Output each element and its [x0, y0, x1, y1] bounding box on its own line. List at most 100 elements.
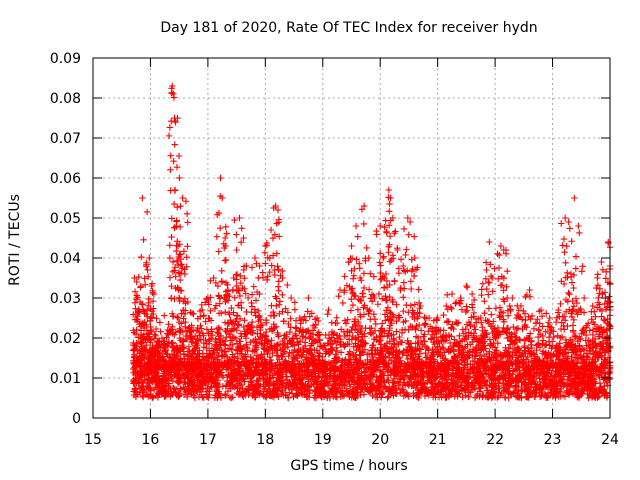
data-point — [354, 374, 361, 381]
data-point — [242, 388, 249, 396]
data-point — [525, 394, 532, 401]
data-point — [463, 303, 470, 310]
data-point — [419, 341, 426, 348]
data-point — [276, 384, 283, 391]
data-point — [511, 329, 519, 337]
data-point — [157, 328, 164, 335]
data-point — [253, 352, 261, 359]
data-point — [266, 353, 274, 361]
data-point — [323, 348, 330, 355]
data-point — [601, 382, 608, 390]
data-point — [371, 335, 378, 343]
data-point — [486, 336, 494, 343]
data-point — [233, 389, 241, 397]
data-point — [561, 370, 569, 377]
data-point — [358, 324, 366, 332]
data-point — [229, 351, 236, 358]
data-point — [152, 325, 160, 333]
data-point — [494, 394, 501, 401]
data-point — [510, 323, 517, 331]
data-point — [331, 377, 339, 384]
data-point — [302, 334, 309, 341]
data-point — [521, 344, 528, 351]
data-point — [209, 331, 216, 339]
data-point — [228, 337, 235, 344]
data-point — [309, 371, 316, 379]
data-point — [328, 346, 335, 353]
data-point — [426, 377, 434, 385]
data-point — [571, 354, 579, 362]
data-point — [530, 378, 537, 385]
data-point — [571, 372, 578, 379]
data-point — [281, 384, 289, 392]
data-point — [533, 366, 540, 373]
data-point — [288, 390, 296, 397]
data-point — [384, 333, 391, 340]
data-point — [400, 374, 407, 382]
data-point — [542, 328, 549, 335]
data-point — [415, 379, 422, 386]
data-point — [403, 389, 410, 397]
data-point — [275, 333, 282, 340]
data-point — [188, 310, 196, 317]
data-point — [490, 339, 497, 347]
data-point — [251, 394, 259, 401]
data-point — [183, 393, 191, 401]
data-point — [516, 337, 524, 344]
data-point — [228, 394, 235, 402]
data-point — [502, 347, 509, 354]
data-point — [131, 364, 138, 371]
data-point — [446, 361, 453, 368]
data-point — [296, 375, 303, 383]
data-point — [453, 320, 461, 327]
data-point — [259, 391, 267, 399]
data-point — [580, 358, 587, 366]
data-point — [527, 341, 535, 348]
data-point — [472, 352, 479, 360]
data-point — [426, 389, 434, 396]
data-point — [310, 368, 317, 376]
data-point — [381, 379, 388, 386]
data-point — [274, 352, 282, 359]
data-point — [376, 390, 383, 397]
data-point — [227, 377, 235, 384]
data-point — [332, 351, 339, 358]
data-point — [536, 378, 544, 386]
data-point — [514, 324, 522, 332]
data-point — [512, 384, 519, 392]
data-point — [254, 377, 261, 384]
data-point — [389, 379, 396, 386]
data-point — [277, 346, 285, 354]
data-point — [571, 390, 579, 397]
data-point — [435, 380, 442, 387]
data-point — [492, 344, 499, 351]
data-point — [501, 393, 509, 401]
data-point — [152, 372, 160, 379]
data-point — [487, 340, 495, 347]
data-point — [371, 327, 379, 334]
data-point — [228, 346, 235, 353]
data-point — [449, 387, 456, 394]
data-point — [139, 393, 147, 401]
data-point — [439, 345, 447, 352]
data-point — [396, 333, 403, 341]
data-point — [521, 366, 529, 374]
data-point — [218, 347, 225, 354]
data-point — [229, 367, 237, 374]
data-point — [382, 317, 389, 324]
data-point — [530, 350, 537, 357]
data-point — [342, 320, 350, 327]
data-point — [240, 393, 247, 400]
data-point — [552, 318, 560, 326]
data-point — [346, 348, 354, 355]
data-point — [173, 392, 180, 399]
data-point — [152, 369, 159, 376]
data-point — [526, 330, 534, 337]
data-point — [305, 373, 313, 380]
data-point — [349, 301, 357, 309]
data-point — [207, 307, 214, 315]
data-point — [332, 393, 339, 400]
data-point — [204, 385, 211, 392]
data-point — [196, 347, 203, 354]
